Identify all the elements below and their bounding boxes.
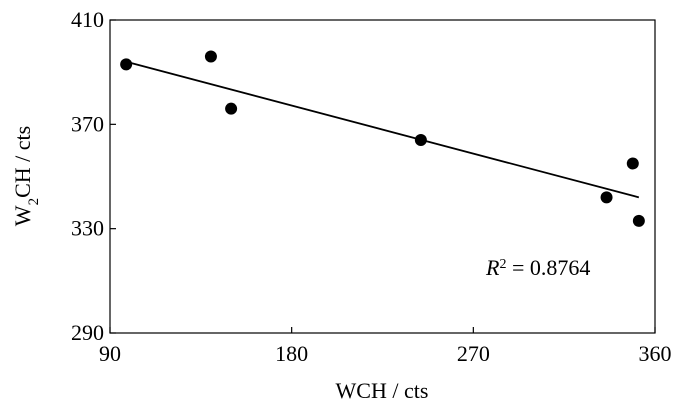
- y-axis-title-base: W: [10, 205, 35, 226]
- r-squared-variable: R: [485, 255, 500, 280]
- x-tick-label: 270: [457, 341, 490, 366]
- r-squared-annotation: R2 = 0.8764: [485, 255, 590, 280]
- y-tick-label: 330: [71, 216, 104, 241]
- r-squared-value: = 0.8764: [506, 255, 590, 280]
- data-point: [626, 157, 639, 170]
- x-tick-label: 360: [639, 341, 672, 366]
- y-axis-title-rest: CH / cts: [10, 126, 35, 198]
- y-axis: 290 330 370 410: [71, 7, 116, 345]
- data-point: [414, 133, 427, 146]
- data-points: [120, 50, 645, 227]
- data-point: [600, 191, 613, 204]
- y-tick-label: 410: [71, 7, 104, 32]
- data-point: [120, 58, 133, 71]
- y-tick-label: 370: [71, 111, 104, 136]
- y-axis-title: W2CH / cts: [10, 126, 42, 226]
- x-axis: 90 180 270 360: [99, 327, 672, 366]
- x-tick-label: 180: [275, 341, 308, 366]
- data-point: [225, 102, 238, 115]
- r-squared-superscript: 2: [499, 257, 506, 272]
- data-point: [204, 50, 217, 63]
- plot-area-frame: [109, 19, 656, 334]
- trendline: [125, 60, 640, 199]
- y-axis-title-subscript: 2: [26, 198, 42, 206]
- data-point: [632, 214, 645, 227]
- x-axis-title: WCH / cts: [336, 378, 429, 403]
- y-tick-label: 290: [71, 320, 104, 345]
- x-tick-label: 90: [99, 341, 121, 366]
